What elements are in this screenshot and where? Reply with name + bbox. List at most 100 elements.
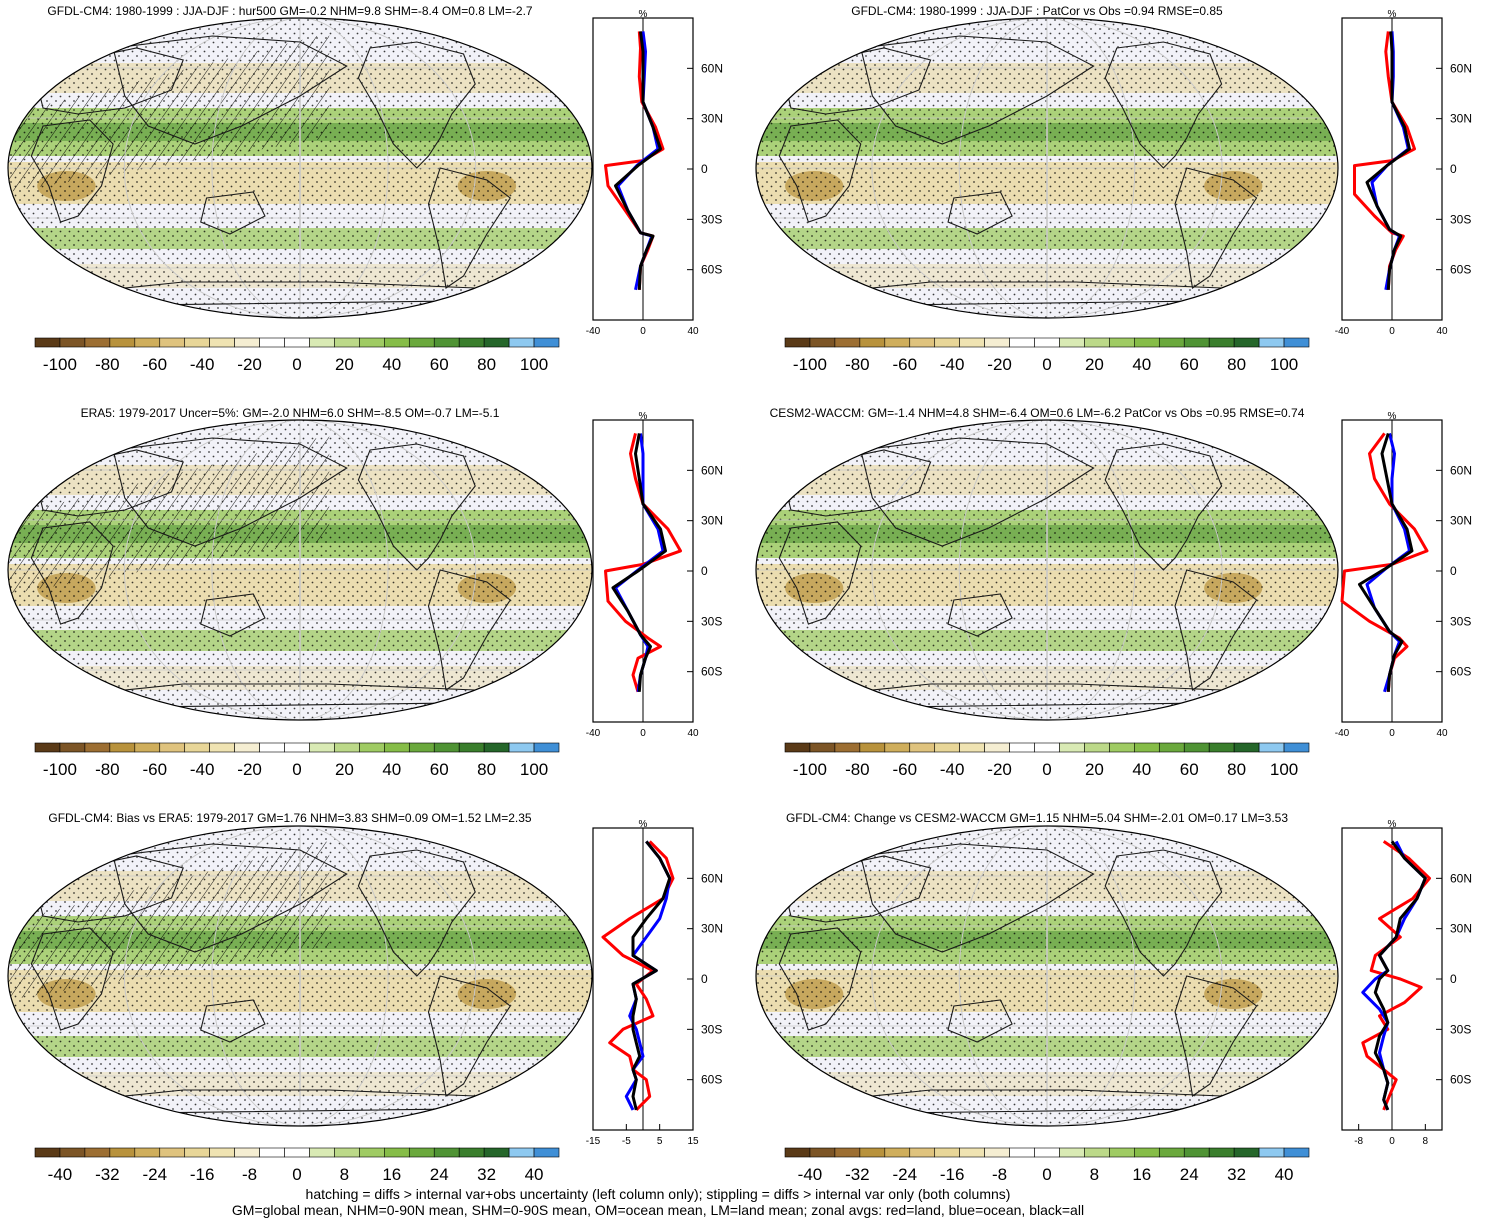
lat-label: 60N (701, 463, 723, 477)
zonal-unit: % (639, 411, 648, 422)
colorbar-box (34, 742, 61, 753)
colorbar-box (1258, 1147, 1285, 1158)
colorbar-label: 0 (1042, 1165, 1051, 1184)
lat-label: 30N (1450, 112, 1472, 126)
x-tick-label: -40 (586, 326, 601, 337)
zonal-unit: % (1388, 9, 1397, 20)
colorbar-box (1059, 337, 1085, 348)
map (756, 18, 1338, 318)
colorbar-box (433, 337, 460, 348)
zonal-mean-plot: % 60N 30N 0 30S 60S -40 0 40 (1335, 9, 1472, 337)
colorbar-box (458, 742, 485, 753)
x-tick-label: 5 (657, 1136, 663, 1147)
coastline-australia (947, 999, 1013, 1043)
colorbar-box (34, 1147, 61, 1158)
colorbar-box (433, 1147, 460, 1158)
graticule-meridian (211, 826, 389, 1126)
colorbar-box (334, 1147, 360, 1158)
colorbar-box (359, 337, 385, 348)
colorbar-box (784, 337, 811, 348)
colorbar-label: 0 (1042, 355, 1051, 374)
colorbar-label: -24 (142, 1165, 167, 1184)
colorbar-box (483, 742, 510, 753)
colorbar-label: -60 (892, 760, 917, 779)
panel-title: GFDL-CM4: Bias vs ERA5: 1979-2017 GM=1.7… (48, 811, 532, 825)
colorbar-box (884, 742, 911, 753)
colorbar-box (209, 742, 235, 753)
zonal-series-land (601, 840, 675, 1111)
colorbar-box (508, 1147, 535, 1158)
x-tick-label: -15 (586, 1136, 601, 1147)
colorbar-label: 60 (430, 760, 449, 779)
zonal-series-land (1353, 31, 1416, 290)
colorbar-label: 32 (1227, 1165, 1246, 1184)
zonal-series-all (631, 840, 672, 1111)
colorbar-box (234, 337, 260, 348)
colorbar-box (1109, 742, 1135, 753)
colorbar: -100 -80 -60 -40 -20 0 20 40 60 80 100 (784, 337, 1310, 374)
lat-label: 30N (701, 112, 723, 126)
hatching (8, 33, 330, 192)
colorbar-box (284, 1147, 310, 1158)
colorbar-label: -20 (237, 355, 262, 374)
colorbar-box (184, 1147, 210, 1158)
graticule-meridian (958, 420, 1136, 720)
colorbar-box (934, 1147, 960, 1158)
colorbar-box (359, 1147, 385, 1158)
x-tick-label: 0 (1389, 728, 1395, 739)
colorbar-box (483, 337, 510, 348)
panel-title: GFDL-CM4: 1980-1999 : JJA-DJF : PatCor v… (851, 4, 1223, 18)
colorbar-label: 40 (382, 355, 401, 374)
x-tick-label: 0 (640, 728, 646, 739)
coastline-australia (200, 593, 266, 637)
x-tick-label: 8 (1423, 1136, 1429, 1147)
colorbar-label: 80 (477, 760, 496, 779)
colorbar-box (508, 742, 535, 753)
colorbar-box (533, 1147, 560, 1158)
colorbar-box (259, 742, 285, 753)
colorbar-label: -80 (845, 760, 870, 779)
colorbar: -40 -32 -24 -16 -8 0 8 16 24 32 40 (784, 1147, 1310, 1184)
lat-label: 60N (1450, 463, 1472, 477)
coastline-africa (30, 521, 114, 625)
lat-label: 60S (701, 263, 722, 277)
zonal-series-land (1340, 432, 1429, 692)
footnote-line-1: hatching = diffs > internal var+obs unce… (306, 1186, 1011, 1202)
colorbar-box (884, 1147, 911, 1158)
hatching (8, 435, 330, 594)
colorbar-box (359, 742, 385, 753)
x-tick-label: -5 (622, 1136, 631, 1147)
colorbar-label: 20 (335, 760, 354, 779)
colorbar: -100 -80 -60 -40 -20 0 20 40 60 80 100 (784, 742, 1310, 779)
zonal-mean-plot: % 60N 30N 0 30S 60S -40 0 40 (1335, 411, 1472, 739)
colorbar-box (1183, 337, 1210, 348)
colorbar-box (1158, 742, 1185, 753)
colorbar-box (408, 337, 435, 348)
lat-label: 60S (1450, 263, 1471, 277)
colorbar-box (109, 337, 136, 348)
lat-label: 60N (1450, 871, 1472, 885)
colorbar-label: 40 (1132, 355, 1151, 374)
colorbar-label: -60 (142, 355, 167, 374)
coastline-americasN (1104, 849, 1223, 977)
graticule-meridian (299, 18, 301, 318)
colorbar-box (909, 742, 936, 753)
panel-5: GFDL-CM4: Bias vs ERA5: 1979-2017 GM=1.7… (7, 811, 723, 1184)
colorbar-box (1034, 337, 1060, 348)
lat-label: 60N (701, 871, 723, 885)
graticule-meridian (299, 420, 301, 720)
colorbar-label: 100 (520, 760, 548, 779)
colorbar-label: -20 (987, 355, 1012, 374)
colorbar-box (508, 337, 535, 348)
colorbar-box (408, 1147, 435, 1158)
colorbar-box (1208, 1147, 1235, 1158)
colorbar-label: -16 (940, 1165, 965, 1184)
zonal-mean-plot: % 60N 30N 0 30S 60S -8 0 8 (1341, 819, 1472, 1147)
coastline-australia (947, 191, 1013, 235)
colorbar-box (909, 337, 936, 348)
colorbar-box (1158, 1147, 1185, 1158)
colorbar-label: -32 (845, 1165, 870, 1184)
colorbar-label: 100 (1270, 760, 1298, 779)
colorbar-box (834, 337, 861, 348)
